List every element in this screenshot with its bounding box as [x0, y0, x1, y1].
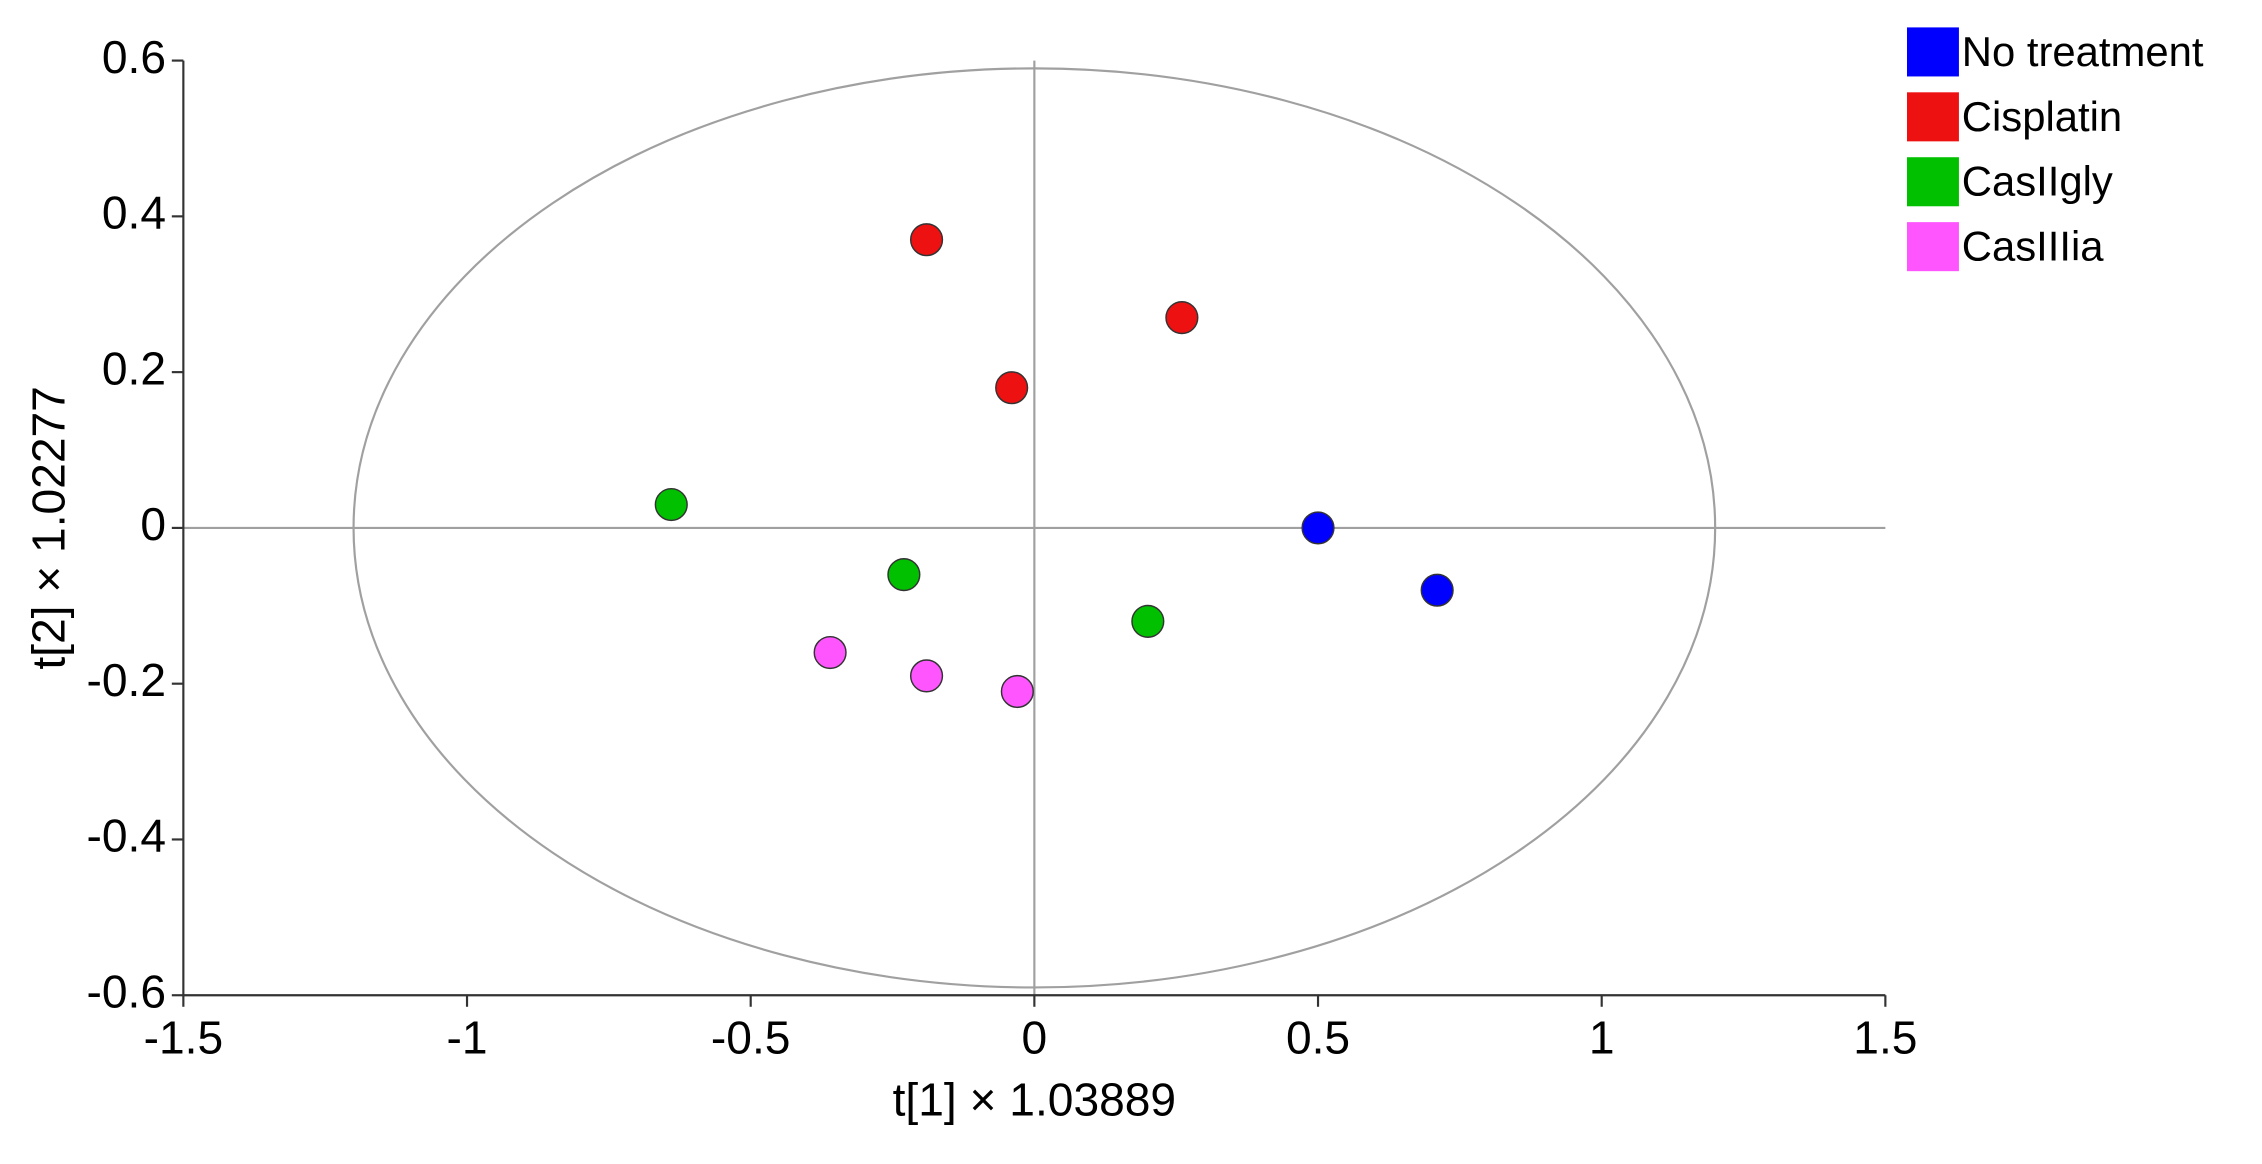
data-point — [1000, 674, 1034, 709]
legend-swatch — [1907, 27, 1959, 77]
y-tick-label: 0.6 — [102, 31, 166, 83]
x-tick-label: -1 — [447, 1012, 488, 1064]
legend-label: CasIIgly — [1962, 158, 2113, 205]
legend-label: No treatment — [1962, 28, 2204, 75]
data-point — [1165, 301, 1199, 335]
legend-swatch — [1907, 222, 1959, 272]
y-tick-label: -0.2 — [87, 654, 167, 706]
y-tick-label: 0 — [140, 498, 166, 550]
y-tick-label: -0.6 — [87, 965, 167, 1017]
y-tick-label: 0.4 — [102, 187, 166, 239]
data-point — [1301, 511, 1335, 545]
x-tick-label: 1 — [1589, 1012, 1615, 1064]
x-axis-label: t[1] × 1.03889 — [893, 1074, 1176, 1126]
data-point — [654, 487, 688, 522]
y-tick-label: -0.4 — [87, 810, 167, 862]
data-point — [995, 371, 1029, 405]
x-tick-label: -1.5 — [144, 1012, 224, 1064]
data-point — [887, 558, 921, 592]
y-axis-label: t[2] × 1.02277 — [22, 386, 74, 669]
x-tick-label: 0 — [1022, 1012, 1048, 1064]
legend-label: Cisplatin — [1962, 93, 2122, 140]
data-point — [1131, 604, 1165, 638]
x-tick-label: -0.5 — [711, 1012, 791, 1064]
y-tick-label: 0.2 — [102, 342, 166, 394]
data-point — [909, 659, 944, 693]
x-tick-label: 0.5 — [1286, 1012, 1350, 1064]
legend-swatch — [1907, 157, 1959, 207]
data-point — [909, 223, 944, 257]
legend-swatch — [1907, 92, 1959, 142]
legend-label: CasIIIia — [1962, 223, 2104, 270]
data-point — [1420, 573, 1454, 607]
x-tick-label: 1.5 — [1853, 1012, 1917, 1064]
data-point — [813, 635, 847, 670]
